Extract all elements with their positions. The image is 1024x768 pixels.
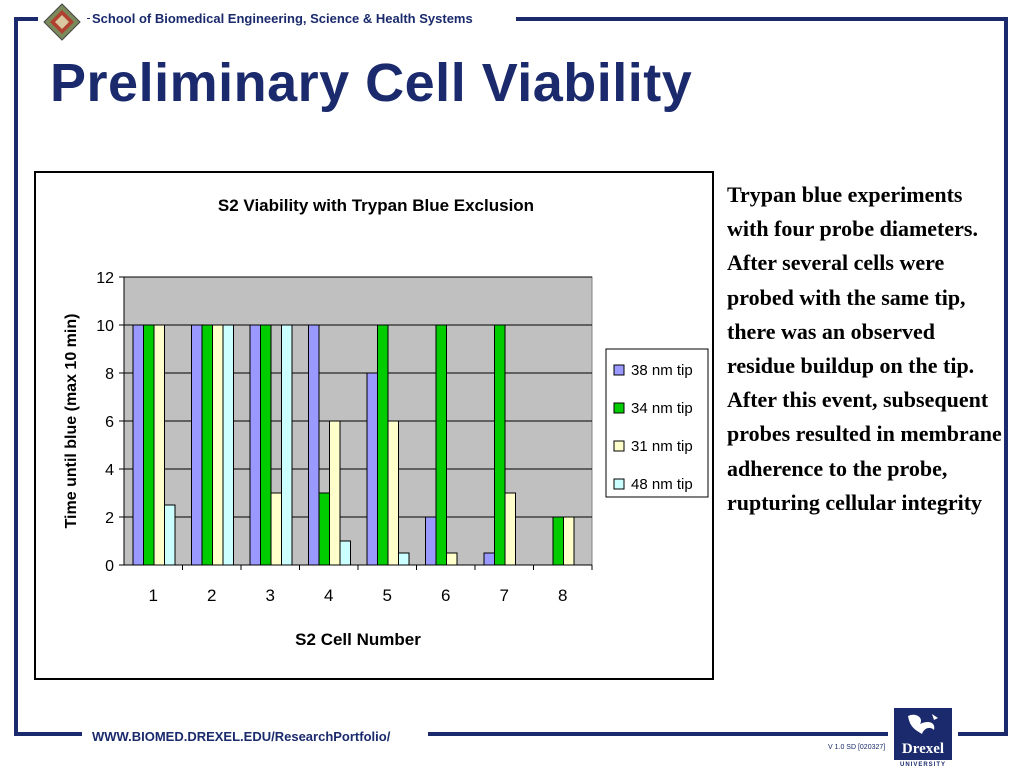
bar bbox=[308, 324, 320, 566]
bar bbox=[249, 324, 261, 566]
bar bbox=[552, 516, 564, 566]
x-tick-label: 8 bbox=[558, 586, 567, 605]
bar bbox=[377, 324, 389, 566]
y-tick-label: 0 bbox=[105, 558, 114, 575]
legend-label: 48 nm tip bbox=[631, 476, 693, 493]
bar bbox=[446, 552, 458, 566]
bar bbox=[191, 324, 203, 566]
version-label: V 1.0 SD [020327] bbox=[828, 744, 886, 751]
legend-swatch bbox=[613, 402, 625, 414]
y-tick-label: 8 bbox=[105, 366, 114, 383]
legend-swatch bbox=[613, 440, 625, 452]
header-rule bbox=[87, 18, 90, 19]
bar bbox=[132, 324, 144, 566]
y-axis-label: Time until blue (max 10 min) bbox=[63, 314, 80, 529]
bar bbox=[494, 324, 506, 566]
frame-left bbox=[14, 17, 18, 735]
bar bbox=[339, 540, 351, 566]
school-logo-icon bbox=[43, 3, 81, 41]
footer-url-link[interactable]: WWW.BIOMED.DREXEL.EDU/ResearchPortfolio/ bbox=[92, 729, 391, 744]
bar bbox=[212, 324, 224, 566]
bar bbox=[201, 324, 213, 566]
x-tick-label: 7 bbox=[500, 586, 509, 605]
x-tick-label: 3 bbox=[266, 586, 275, 605]
page-title: Preliminary Cell Viability bbox=[50, 53, 693, 113]
legend-label: 31 nm tip bbox=[631, 438, 693, 455]
frame-right bbox=[1004, 17, 1008, 735]
university-wordmark: UNIVERSITY bbox=[900, 762, 946, 768]
footer-rule-left bbox=[14, 732, 82, 736]
y-tick-label: 6 bbox=[105, 414, 114, 431]
bar bbox=[483, 552, 495, 566]
bar bbox=[425, 516, 437, 566]
x-tick-label: 5 bbox=[383, 586, 392, 605]
description-text: Trypan blue experiments with four probe … bbox=[727, 182, 1002, 515]
bar bbox=[435, 324, 447, 566]
bar bbox=[281, 324, 293, 566]
x-tick-label: 4 bbox=[324, 586, 333, 605]
drexel-logo-icon: Drexel UNIVERSITY bbox=[894, 708, 952, 768]
y-tick-label: 4 bbox=[105, 462, 114, 479]
chart-title: S2 Viability with Trypan Blue Exclusion bbox=[218, 196, 534, 215]
legend-label: 34 nm tip bbox=[631, 400, 693, 417]
footer-rule-right bbox=[428, 732, 888, 736]
legend-swatch bbox=[613, 478, 625, 490]
bar bbox=[164, 504, 176, 566]
y-tick-label: 10 bbox=[96, 318, 114, 335]
bar bbox=[563, 516, 575, 566]
y-tick-label: 12 bbox=[96, 270, 114, 287]
bar bbox=[398, 552, 410, 566]
bar bbox=[387, 420, 399, 566]
drexel-wordmark: Drexel bbox=[902, 741, 944, 757]
x-tick-label: 2 bbox=[207, 586, 216, 605]
x-axis-label: S2 Cell Number bbox=[295, 630, 421, 649]
chart-container: 0 2 4 6 8 10 12 1 2 3 4 5 6 7 8 S2 Viability with Trypa… bbox=[34, 171, 714, 680]
bar bbox=[153, 324, 165, 566]
bar bbox=[260, 324, 272, 566]
x-tick-label: 6 bbox=[441, 586, 450, 605]
bar bbox=[318, 492, 330, 566]
frame-left-top bbox=[14, 17, 38, 21]
bar bbox=[366, 372, 378, 566]
header-rule-right bbox=[516, 17, 1007, 21]
legend-swatch bbox=[613, 364, 625, 376]
bar bbox=[270, 492, 282, 566]
bar bbox=[504, 492, 516, 566]
bar bbox=[329, 420, 341, 566]
bar bbox=[222, 324, 234, 566]
y-tick-label: 2 bbox=[105, 510, 114, 527]
header-school-name: School of Biomedical Engineering, Scienc… bbox=[92, 11, 473, 26]
x-tick-label: 1 bbox=[149, 586, 158, 605]
footer-rule-end bbox=[958, 732, 1008, 736]
bar bbox=[143, 324, 155, 566]
legend-label: 38 nm tip bbox=[631, 362, 693, 379]
